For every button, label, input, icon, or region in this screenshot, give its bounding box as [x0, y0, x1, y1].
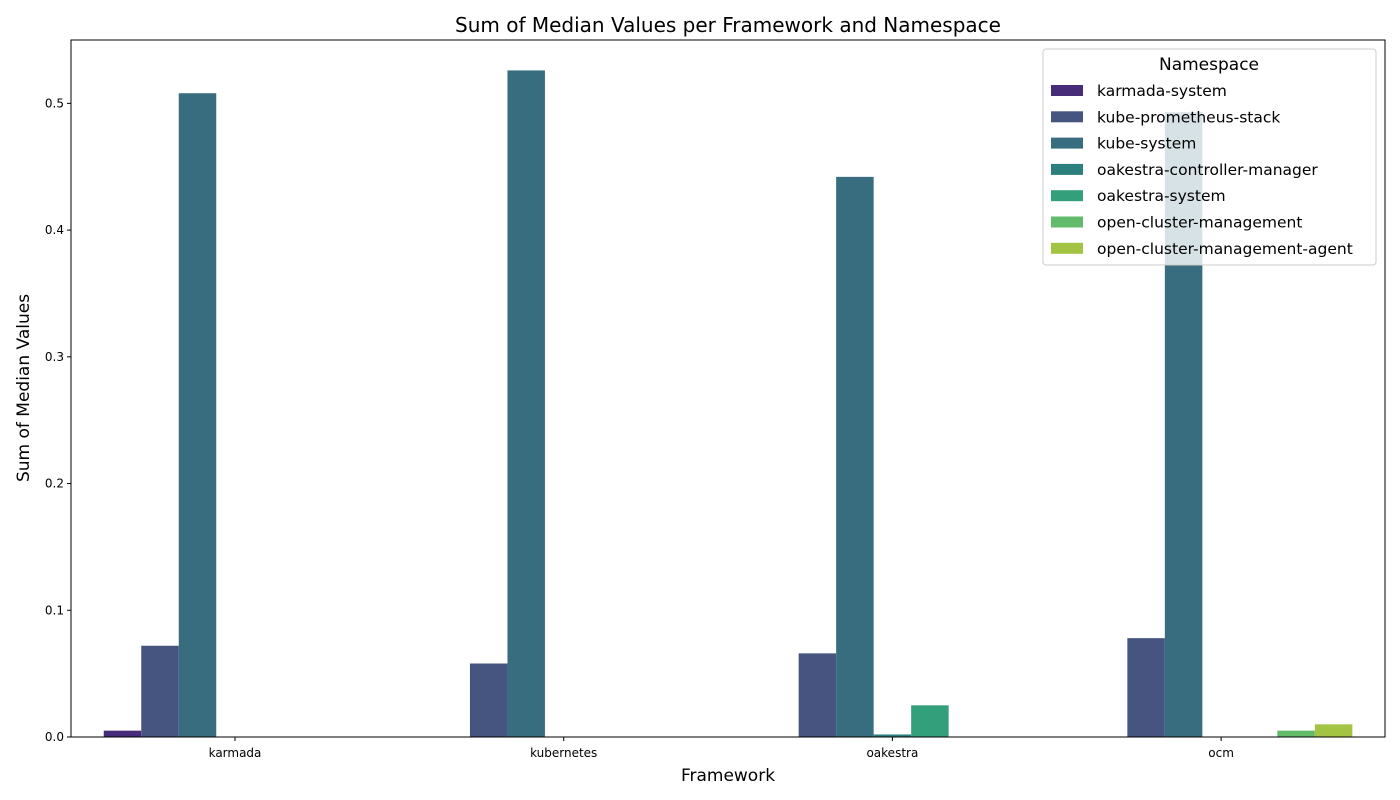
bar: [911, 705, 949, 737]
bar: [836, 176, 874, 737]
x-axis: karmada kubernetes oakestra ocm: [209, 737, 1234, 760]
bar: [178, 93, 217, 737]
bar: [507, 70, 545, 737]
x-axis-label: Framework: [681, 766, 775, 786]
y-tick-label: 0.5: [45, 96, 64, 110]
legend-label: kube-prometheus-stack: [1097, 108, 1280, 126]
y-tick-label: 0.2: [45, 477, 64, 491]
legend-label: oakestra-system: [1097, 187, 1226, 205]
legend-swatch: [1051, 85, 1083, 96]
y-tick-label: 0.4: [45, 223, 64, 237]
legend: Namespace karmada-system kube-prometheus-…: [1042, 48, 1377, 266]
y-axis-label: Sum of Median Values: [14, 294, 34, 482]
legend-label: kube-system: [1097, 135, 1196, 153]
legend-swatch: [1051, 111, 1083, 123]
legend-swatch: [1051, 163, 1083, 175]
legend-swatch: [1051, 216, 1083, 228]
y-tick-label: 0.3: [45, 350, 64, 364]
legend-swatch: [1051, 190, 1083, 202]
legend-box: [1042, 48, 1377, 266]
chart-title: Sum of Median Values per Framework and N…: [455, 13, 1001, 37]
legend-swatch: [1051, 137, 1083, 149]
legend-label: oakestra-controller-manager: [1097, 161, 1318, 179]
y-tick-label: 0.0: [45, 730, 64, 744]
plot-area: [103, 70, 1353, 737]
bar: [1127, 638, 1165, 737]
bar: [1277, 730, 1315, 737]
bar: [1314, 724, 1353, 737]
x-tick-label: ocm: [1208, 746, 1234, 760]
x-tick-label: kubernetes: [530, 746, 597, 760]
legend-label: karmada-system: [1097, 82, 1227, 100]
bar: [141, 645, 179, 737]
x-tick-label: oakestra: [866, 746, 918, 760]
y-axis: 0.0 0.1 0.2 0.3 0.4 0.5: [45, 96, 71, 744]
legend-swatch: [1051, 242, 1083, 254]
legend-label: open-cluster-management-agent: [1097, 240, 1353, 258]
y-tick-label: 0.1: [45, 603, 64, 617]
bar: [873, 734, 912, 737]
legend-title: Namespace: [1159, 55, 1259, 75]
bar: [798, 653, 837, 737]
bar: [469, 663, 508, 737]
x-tick-label: karmada: [209, 746, 262, 760]
bar: [103, 730, 142, 737]
plot-frame: [70, 39, 1386, 738]
legend-label: open-cluster-management: [1097, 214, 1302, 232]
